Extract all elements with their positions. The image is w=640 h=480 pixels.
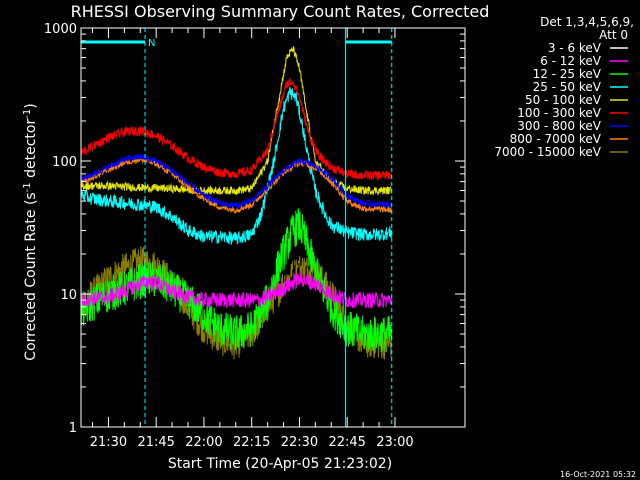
legend-entry-label: 7000 - 15000 keV [494,145,601,159]
x-tick-label: 22:15 [233,435,270,450]
legend-entry-label: 800 - 7000 keV [510,132,602,146]
legend-entry-label: 3 - 6 keV [548,41,602,55]
x-axis: 21:30 21:45 22:00 22:15 22:30 22:45 23:00 [90,28,414,450]
y-axis: 1 10 100 1000 [44,22,465,436]
x-tick-label: 22:00 [185,435,222,450]
legend-entry-label: 25 - 50 keV [533,80,602,94]
series-line [81,77,392,180]
x-tick-label: 21:45 [137,435,174,450]
x-tick-label: 21:30 [90,435,127,450]
y-tick-label: 1000 [44,22,77,37]
legend-entry-label: 6 - 12 keV [540,54,602,68]
y-tick-label: 10 [60,288,77,303]
chart-title: RHESSI Observing Summary Count Rates, Co… [71,2,490,21]
series-line [81,153,392,209]
x-tick-label: 22:45 [328,435,365,450]
x-tick-label: 23:00 [376,435,413,450]
legend-entry-label: 50 - 100 keV [525,93,602,107]
series-line [81,208,392,353]
series-layer [81,46,392,427]
series-line [81,86,392,245]
series-line [81,263,392,427]
series-line [81,156,392,214]
footer-timestamp: 16-Oct-2021 05:32 [560,470,636,479]
legend-header-line2: Att 0 [599,28,628,42]
y-tick-label: 100 [52,155,77,170]
legend-header-line1: Det 1,3,4,5,6,9, [540,15,634,29]
plot-frame [80,27,466,428]
x-tick-label: 22:30 [281,435,318,450]
x-axis-label: Start Time (20-Apr-05 21:23:02) [168,456,392,472]
legend-entry-label: 100 - 300 keV [517,106,601,120]
y-tick-label: 1 [69,421,77,436]
y-axis-label: Corrected Count Rate (s-1 detector-1) [22,103,39,360]
series-line [81,271,392,309]
legend-entry-label: 12 - 25 keV [533,67,602,81]
legend-entry-label: 300 - 800 keV [517,119,601,133]
saa-flag-label: N [148,38,155,49]
